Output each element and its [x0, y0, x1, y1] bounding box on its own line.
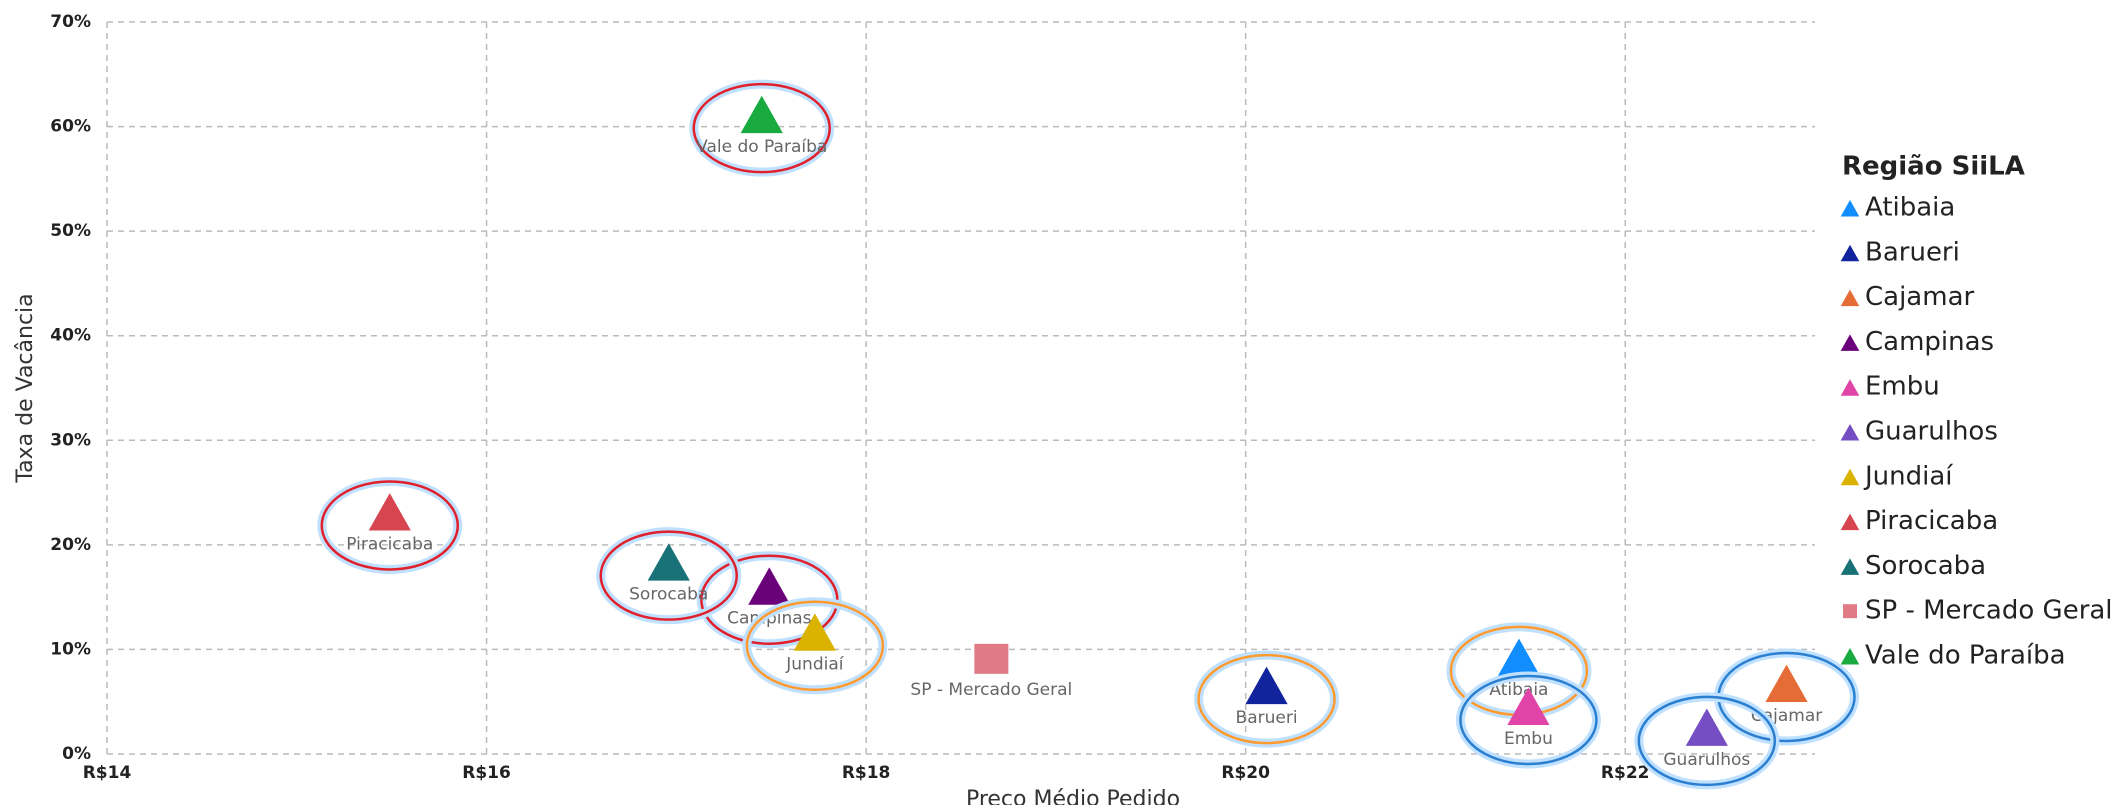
point-label: Atibaia: [1489, 680, 1548, 700]
y-tick-label: 0%: [62, 744, 91, 764]
point-label: Barueri: [1236, 708, 1298, 728]
y-tick-label: 40%: [50, 326, 91, 346]
legend-marker: [1840, 648, 1860, 665]
x-tick-label: R$18: [842, 763, 891, 783]
y-tick-label: 60%: [50, 117, 91, 137]
y-tick-label: 20%: [50, 535, 91, 555]
point-label: SP - Mercado Geral: [910, 680, 1072, 700]
point: [1497, 638, 1541, 676]
legend-marker: [1840, 379, 1860, 396]
legend-label: Cajamar: [1865, 282, 1975, 312]
point-label: Campinas: [727, 609, 812, 629]
point: [793, 613, 836, 651]
point: [740, 95, 783, 134]
y-axis-title: Taxa de Vacância: [13, 293, 38, 483]
legend-label: SP - Mercado Geral: [1865, 596, 2113, 626]
point: [368, 493, 411, 531]
y-tick-label: 50%: [50, 221, 91, 241]
legend-label: Vale do Paraíba: [1865, 641, 2066, 671]
legend-label: Campinas: [1865, 327, 1994, 357]
point-label: Sorocaba: [629, 585, 708, 605]
point: [647, 543, 690, 581]
legend-marker: [1843, 604, 1857, 619]
highlight-ring: [745, 600, 885, 691]
legend-title: Região SiiLA: [1842, 152, 2025, 182]
y-tick-label: 70%: [50, 12, 91, 32]
legend-marker: [1840, 289, 1860, 307]
legend-label: Jundiaí: [1863, 461, 1953, 491]
x-tick-label: R$16: [462, 763, 511, 783]
legend-label: Sorocaba: [1865, 551, 1986, 581]
point-label: Vale do Paraíba: [696, 137, 827, 157]
legend-marker: [1840, 513, 1860, 531]
legend-marker: [1840, 334, 1860, 351]
legend-label: Embu: [1865, 372, 1940, 402]
point-label: Jundiaí: [785, 655, 844, 675]
point-label: Guarulhos: [1663, 750, 1750, 770]
legend-marker: [1840, 424, 1860, 441]
point: [974, 643, 1009, 674]
legend-label: Guarulhos: [1865, 417, 1998, 447]
point: [1507, 687, 1550, 725]
highlight-ring: [1197, 653, 1336, 745]
legend-marker: [1840, 558, 1860, 575]
legend-label: Atibaia: [1865, 193, 1955, 223]
point: [1245, 666, 1288, 705]
y-tick-label: 10%: [50, 639, 91, 659]
legend-marker: [1840, 244, 1860, 262]
point: [748, 567, 791, 605]
legend-marker: [1840, 200, 1860, 217]
legend-label: Barueri: [1865, 237, 1960, 267]
highlight-ring: [692, 82, 831, 174]
legend-label: Piracicaba: [1865, 506, 1998, 536]
x-tick-label: R$14: [83, 763, 132, 783]
x-tick-label: R$20: [1221, 763, 1270, 783]
highlight-ring: [1459, 674, 1598, 766]
point: [1765, 664, 1808, 702]
legend-marker: [1840, 468, 1860, 486]
point: [1685, 708, 1728, 746]
x-axis-title: Preço Médio Pedido: [966, 787, 1180, 805]
point-label: Piracicaba: [346, 534, 433, 554]
highlight-ring: [599, 530, 738, 621]
highlight-ring: [1637, 695, 1777, 787]
y-tick-label: 30%: [50, 430, 91, 450]
highlight-ring: [320, 480, 460, 571]
x-tick-label: R$22: [1601, 763, 1650, 783]
point-label: Embu: [1504, 729, 1553, 749]
